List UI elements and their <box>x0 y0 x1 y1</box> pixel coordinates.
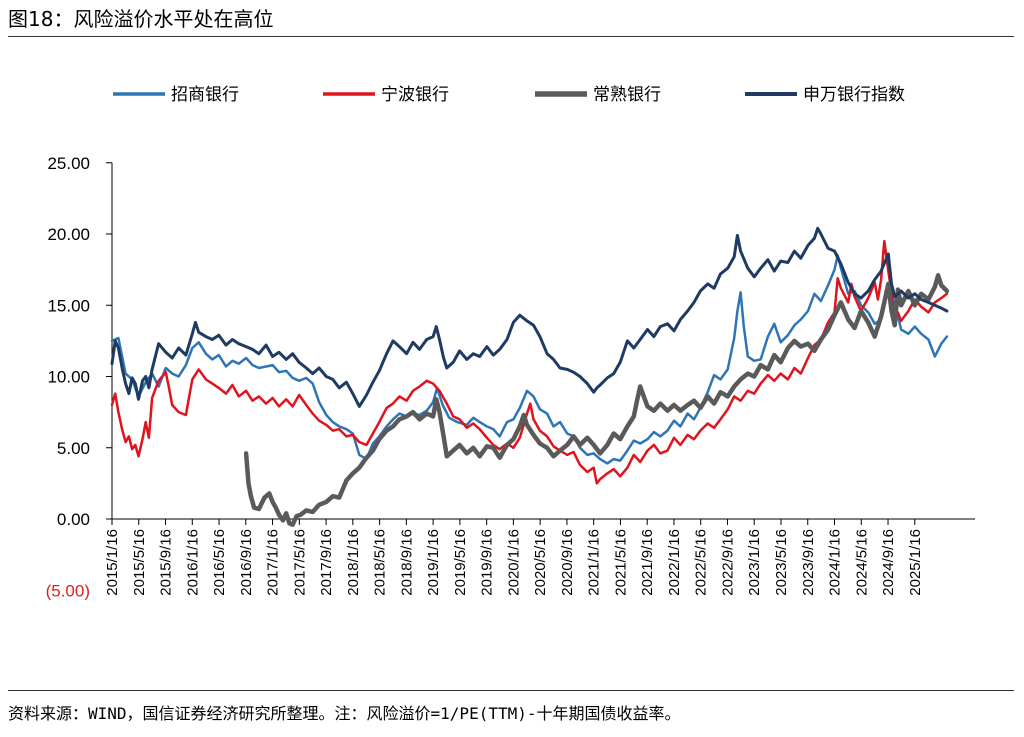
y-tick-label: 20.00 <box>47 225 90 244</box>
legend-label: 申万银行指数 <box>803 85 905 105</box>
x-tick-label: 2022/9/16 <box>719 529 736 596</box>
series-line-2 <box>243 273 950 527</box>
legend-label: 招商银行 <box>171 85 239 105</box>
chart: 招商银行 宁波银行 常熟银行 申万银行指数 25.00 20.00 15.00 10.00 5… <box>40 70 978 665</box>
series-line-0 <box>110 254 949 465</box>
legend: 招商银行 宁波银行 常熟银行 申万银行指数 <box>113 84 905 105</box>
x-tick-label: 2020/9/16 <box>559 529 576 596</box>
y-tick-label: 10.00 <box>47 368 90 387</box>
x-tick-label: 2020/1/16 <box>505 529 522 596</box>
x-tick-label: 2018/9/16 <box>398 529 415 596</box>
x-tick-label: 2023/9/16 <box>800 529 817 596</box>
source-note: 资料来源：WIND，国信证券经济研究所整理。注：风险溢价=1/PE(TTM)-十… <box>8 704 681 723</box>
x-tick-label: 2019/1/16 <box>425 529 442 596</box>
x-tick-label: 2019/5/16 <box>452 529 469 596</box>
source-rule <box>8 690 1014 691</box>
x-tick-label: 2024/5/16 <box>853 529 870 596</box>
x-axis: 2015/1/16 2015/5/16 2015/9/16 2016/1/16 2016… <box>104 518 975 596</box>
plot-background <box>40 70 978 665</box>
x-tick-label: 2017/5/16 <box>291 529 308 596</box>
series-line-3 <box>110 226 949 408</box>
x-tick-label: 2017/1/16 <box>265 529 282 596</box>
x-tick-label: 2018/1/16 <box>345 529 362 596</box>
x-tick-label: 2024/9/16 <box>880 529 897 596</box>
x-tick-label: 2019/9/16 <box>479 529 496 596</box>
x-tick-label: 2021/1/16 <box>586 529 603 596</box>
title-rule <box>8 36 1014 37</box>
legend-label: 常熟银行 <box>593 84 661 105</box>
x-tick-label: 2021/9/16 <box>639 529 656 596</box>
series-group <box>110 226 950 527</box>
legend-label: 宁波银行 <box>381 85 449 105</box>
x-tick-label: 2024/1/16 <box>827 529 844 596</box>
x-tick-label: 2022/1/16 <box>666 529 683 596</box>
y-tick-label: 15.00 <box>47 296 90 315</box>
x-tick-label: 2023/5/16 <box>773 529 790 596</box>
x-tick-label: 2015/5/16 <box>131 529 148 596</box>
x-tick-label: 2016/9/16 <box>238 529 255 596</box>
x-tick-label: 2018/5/16 <box>372 529 389 596</box>
x-tick-label: 2015/9/16 <box>158 529 175 596</box>
figure-title: 图18：风险溢价水平处在高位 <box>8 7 274 31</box>
x-tick-label: 2016/1/16 <box>184 529 201 596</box>
x-tick-label: 2022/5/16 <box>693 529 710 596</box>
x-tick-label: 2025/1/16 <box>907 529 924 596</box>
y-tick-label: 0.00 <box>57 510 90 529</box>
x-tick-label: 2015/1/16 <box>104 529 121 596</box>
x-tick-label: 2023/1/16 <box>746 529 763 596</box>
x-tick-label: 2017/9/16 <box>318 529 335 596</box>
y-tick-label: 5.00 <box>57 439 90 458</box>
y-tick-label: (5.00) <box>46 581 90 600</box>
x-tick-label: 2016/5/16 <box>211 529 228 596</box>
y-tick-label: 25.00 <box>47 154 90 173</box>
x-tick-label: 2020/5/16 <box>532 529 549 596</box>
y-axis: 25.00 20.00 15.00 10.00 5.00 0.00 (5.00) <box>46 154 113 600</box>
x-tick-label: 2021/5/16 <box>612 529 629 596</box>
